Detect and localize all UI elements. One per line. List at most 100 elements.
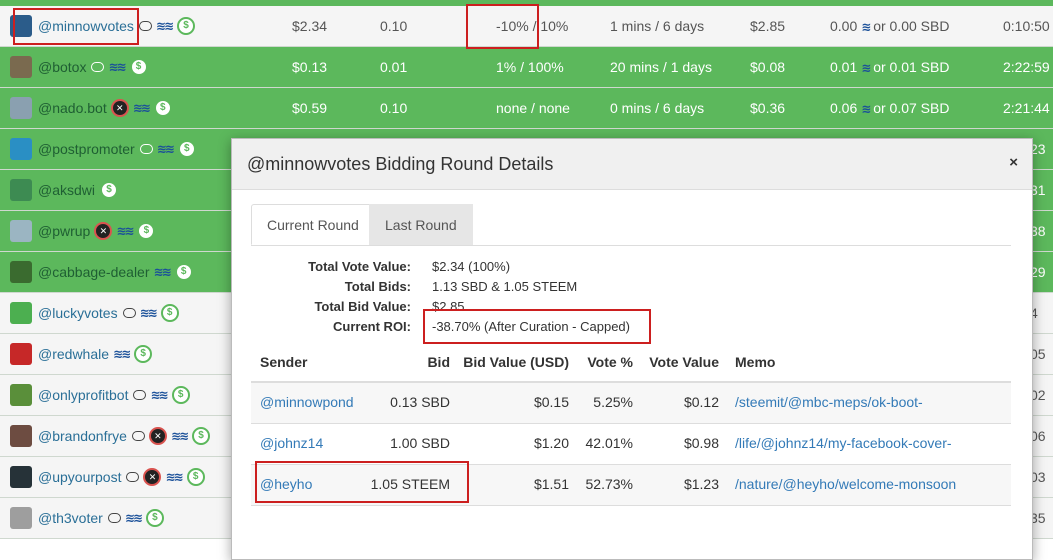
min-bid-amount-cell: 0.00 ≋ or 0.00 SBD: [830, 6, 949, 47]
steem-icon: ≋≋: [139, 306, 158, 320]
bot-name-cell: @upyourpost ✕ ≋≋ $: [10, 457, 205, 497]
steem-icon: ≋≋: [113, 347, 131, 361]
dollar-icon: $: [160, 304, 179, 322]
bot-name-cell: @pwrup ✕ ≋≋ $: [10, 211, 156, 251]
or-text: or: [873, 18, 886, 34]
close-icon[interactable]: ×: [1009, 154, 1018, 171]
comment-icon: [91, 62, 105, 72]
memo-link[interactable]: /life/@johnz14/my-facebook-cover-: [735, 435, 952, 451]
bot-name-link[interactable]: @onlyprofitbot: [38, 387, 129, 403]
min-sbd: 0.00 SBD: [889, 18, 950, 34]
bot-name-link[interactable]: @postpromoter: [38, 141, 135, 157]
memo-link[interactable]: /nature/@heyho/welcome-monsoon: [735, 476, 957, 492]
dollar-icon: $: [171, 386, 190, 404]
next-vote-cell: 02: [1030, 387, 1046, 403]
summary-current-roi: Current ROI: -38.70% (After Curation - C…: [251, 317, 751, 337]
bot-name-cell: @postpromoter ≋≋ $: [10, 129, 196, 169]
table-row: @johnz14 1.00 SBD $1.20 42.01% $0.98 /li…: [251, 424, 1011, 465]
avatar: [10, 425, 32, 447]
table-row: @heyho 1.05 STEEM $1.51 52.73% $1.23 /na…: [251, 465, 1011, 506]
bot-name-link[interactable]: @redwhale: [38, 346, 110, 362]
bot-name-link[interactable]: @botox: [38, 59, 87, 75]
steem-icon: ≋≋: [116, 224, 134, 238]
steem-icon: ≋: [861, 102, 871, 116]
roi-limits-cell: none / none: [496, 100, 570, 116]
bot-name-cell: @onlyprofitbot ≋≋ $: [10, 375, 190, 415]
bot-name-link[interactable]: @cabbage-dealer: [38, 264, 150, 280]
sender-link[interactable]: @minnowpond: [260, 394, 354, 410]
avatar: [10, 302, 32, 324]
next-vote-cell: 29: [1030, 264, 1046, 280]
min-steem: 0.00: [830, 18, 858, 34]
bid-value: $0.15: [533, 394, 569, 410]
bot-name-cell: @luckyvotes ≋≋ $: [10, 293, 179, 333]
dollar-icon: $: [153, 99, 172, 117]
avatar: [10, 466, 32, 488]
bot-name-cell: @brandonfrye ✕ ≋≋ $: [10, 416, 211, 456]
bot-name-link[interactable]: @aksdwi: [38, 182, 96, 198]
table-row: @minnowpond 0.13 SBD $0.15 5.25% $0.12 /…: [251, 383, 1011, 424]
next-vote-cell: 06: [1030, 428, 1046, 444]
summary-label: Total Bid Value:: [314, 299, 411, 314]
bot-name-cell: @botox ≋≋ $: [10, 47, 148, 87]
dollar-icon: $: [145, 509, 164, 527]
avatar: [10, 343, 32, 365]
bid-amount: 1.05 STEEM: [370, 476, 450, 492]
steem-icon: ≋≋: [153, 265, 172, 279]
bot-name-cell: @redwhale ≋≋ $: [10, 334, 153, 374]
min-bid-amount-cell: 0.06 ≋ or 0.07 SBD: [830, 88, 949, 129]
steem-icon: ≋≋: [108, 60, 126, 74]
bid-amount: 1.00 SBD: [390, 435, 450, 451]
bot-name-cell: @nado.bot ✕ ≋≋ $: [10, 88, 172, 128]
min-bid-cell: 0.01: [380, 59, 408, 75]
post-age-cell: 1 mins / 6 days: [610, 18, 705, 34]
highlight-minnowvotes-name: [13, 8, 139, 45]
bid-value: $1.51: [533, 476, 569, 492]
comment-icon: [139, 144, 153, 154]
bot-name-link[interactable]: @brandonfrye: [38, 428, 127, 444]
vote-value: $0.98: [683, 435, 719, 451]
tab-last-round[interactable]: Last Round: [369, 204, 473, 245]
bot-name-link[interactable]: @th3voter: [38, 510, 103, 526]
bot-name-link[interactable]: @upyourpost: [38, 469, 122, 485]
header-sender: Sender: [260, 354, 308, 370]
bot-name-cell: @minnowvotes ≋≋ $: [10, 6, 196, 46]
vote-value-cell: $0.13: [292, 59, 328, 75]
next-vote-cell: 0:10:50: [1003, 18, 1050, 34]
min-sbd: 0.01 SBD: [889, 59, 950, 75]
min-bid-cell: 0.10: [380, 18, 408, 34]
bot-name-link[interactable]: @pwrup: [38, 223, 91, 239]
header-bid-value: Bid Value (USD): [463, 354, 569, 370]
sender-link[interactable]: @heyho: [260, 476, 313, 492]
steem-icon: ≋≋: [170, 429, 189, 443]
bot-row: @nado.bot ✕ ≋≋ $ $0.59 0.10 none / none 0 mins …: [0, 88, 1053, 129]
bot-name-cell: @th3voter ≋≋ $: [10, 498, 164, 538]
no-comment-icon: ✕: [148, 427, 167, 445]
next-vote-cell: 23: [1030, 141, 1046, 157]
bot-row: @botox ≋≋ $ $0.13 0.01 1% / 100% 20 mins / 1 d…: [0, 47, 1053, 88]
steem-icon: ≋: [861, 61, 871, 75]
avatar: [10, 97, 32, 119]
min-sbd: 0.07 SBD: [889, 100, 950, 116]
avatar: [10, 220, 32, 242]
vote-pct: 5.25%: [593, 394, 633, 410]
bot-name-link[interactable]: @minnowvotes: [38, 18, 134, 34]
steem-icon: ≋≋: [150, 388, 168, 402]
steem-icon: ≋≋: [165, 470, 183, 484]
bot-name-link[interactable]: @luckyvotes: [38, 305, 118, 321]
next-vote-cell: 03: [1030, 469, 1046, 485]
steem-icon: ≋: [861, 20, 871, 34]
min-steem: 0.06: [830, 100, 858, 116]
avatar: [10, 384, 32, 406]
min-bid-cell: 0.10: [380, 100, 408, 116]
tab-current-round[interactable]: Current Round: [251, 204, 375, 245]
bot-name-link[interactable]: @nado.bot: [38, 100, 107, 116]
avatar: [10, 261, 32, 283]
vote-value-cell: $0.59: [292, 100, 328, 116]
modal-header: @minnowvotes Bidding Round Details ×: [232, 139, 1032, 190]
vote-pct: 42.01%: [585, 435, 633, 451]
avatar: [10, 179, 32, 201]
sender-link[interactable]: @johnz14: [260, 435, 324, 451]
memo-link[interactable]: /steemit/@mbc-meps/ok-boot-: [735, 394, 923, 410]
avatar: [10, 56, 32, 78]
